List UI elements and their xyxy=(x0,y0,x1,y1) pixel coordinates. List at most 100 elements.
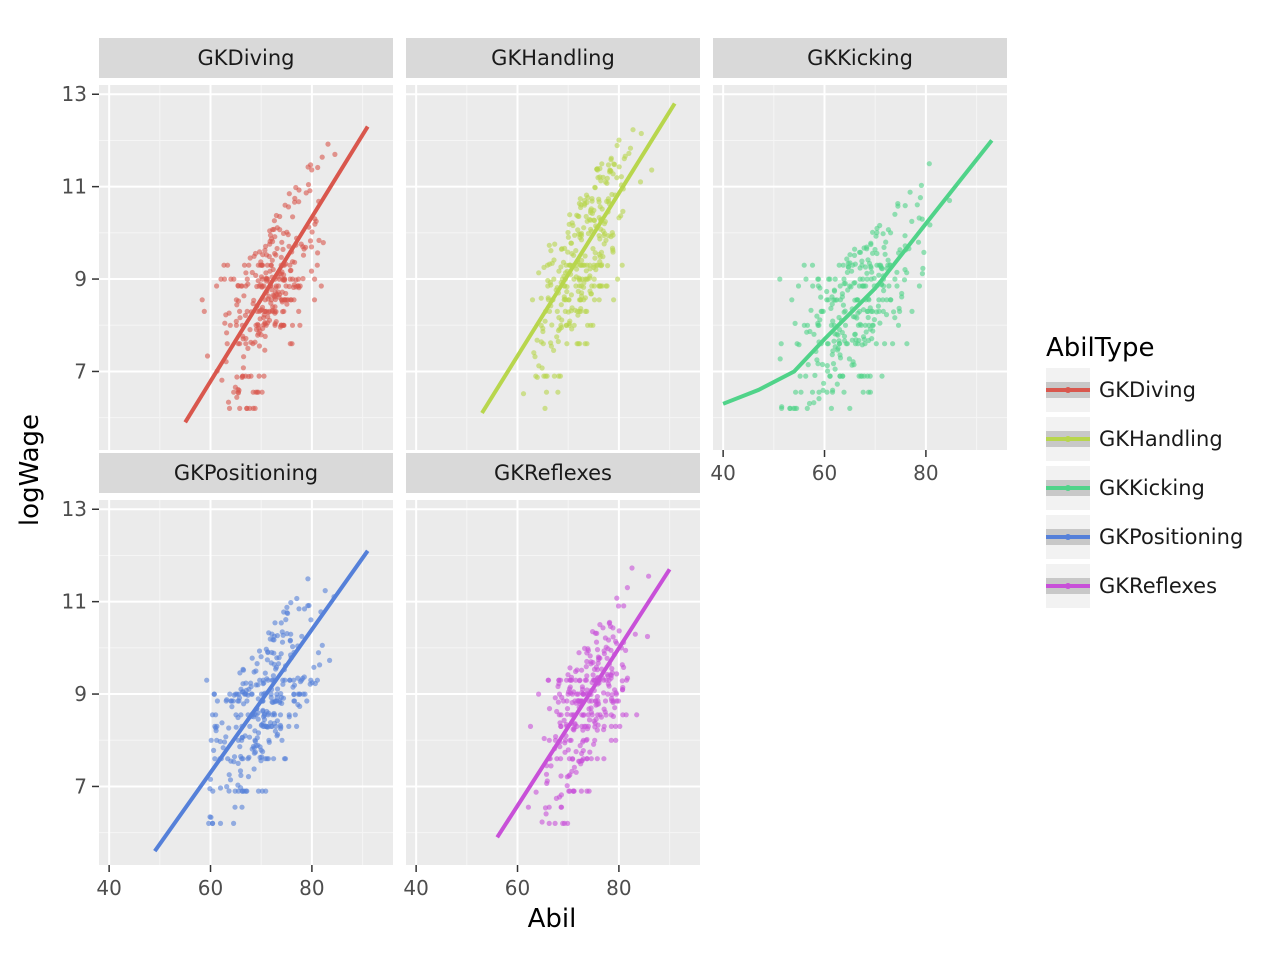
data-point xyxy=(233,318,239,324)
data-point xyxy=(859,258,865,264)
data-point xyxy=(592,737,598,743)
data-point xyxy=(604,655,610,661)
data-point xyxy=(601,706,607,712)
data-point xyxy=(600,254,606,260)
data-point xyxy=(546,820,552,827)
data-point xyxy=(580,691,586,697)
data-point xyxy=(553,795,560,802)
data-point xyxy=(237,670,243,676)
legend-label: GKHandling xyxy=(1099,427,1223,451)
data-point xyxy=(794,341,800,347)
data-point xyxy=(558,756,564,762)
data-point xyxy=(795,283,802,289)
y-axis-title: logWage xyxy=(15,414,45,526)
data-point xyxy=(286,723,292,730)
data-point xyxy=(280,276,286,282)
x-tick-label: 60 xyxy=(198,876,223,900)
x-tick-label: 80 xyxy=(299,876,324,900)
data-point xyxy=(564,289,570,295)
data-point xyxy=(270,266,276,273)
data-point xyxy=(241,701,247,707)
legend-entry-gkdiving: GKDiving xyxy=(1046,368,1196,412)
data-point xyxy=(917,195,924,201)
facet-strip xyxy=(406,38,700,78)
data-point xyxy=(553,734,559,740)
data-point xyxy=(581,723,588,730)
data-point xyxy=(852,331,858,338)
data-point xyxy=(274,718,280,724)
data-point xyxy=(606,620,612,626)
data-point xyxy=(525,804,532,810)
data-point xyxy=(837,283,843,289)
data-point xyxy=(242,312,248,318)
data-point xyxy=(844,269,851,275)
data-point xyxy=(327,657,333,664)
data-point xyxy=(587,653,593,659)
data-point xyxy=(565,747,571,753)
data-point xyxy=(259,389,265,395)
data-point xyxy=(881,244,887,250)
data-point xyxy=(866,260,873,266)
data-point xyxy=(902,233,908,239)
data-point xyxy=(214,283,220,289)
data-point xyxy=(892,211,898,217)
data-point xyxy=(616,628,622,634)
data-point xyxy=(254,389,260,395)
data-point xyxy=(598,249,605,255)
data-point xyxy=(542,318,548,324)
data-point xyxy=(578,788,585,794)
data-point xyxy=(874,230,880,236)
data-point xyxy=(588,705,594,711)
data-point xyxy=(601,756,607,762)
data-point xyxy=(565,672,571,678)
data-point xyxy=(575,288,581,294)
data-point xyxy=(593,639,600,645)
data-point xyxy=(288,631,294,637)
data-point xyxy=(600,228,606,234)
data-point xyxy=(256,330,262,336)
data-point xyxy=(558,302,564,308)
data-point xyxy=(894,283,900,289)
data-point xyxy=(258,758,264,764)
data-point xyxy=(278,691,284,697)
data-point xyxy=(572,232,578,238)
data-point xyxy=(778,341,784,347)
data-point xyxy=(527,723,534,730)
data-point xyxy=(307,238,314,244)
data-point xyxy=(587,217,594,223)
facet-panel-gkhandling: GKHandling xyxy=(406,38,700,450)
data-point xyxy=(284,604,290,611)
y-tick-label: 7 xyxy=(74,359,87,383)
data-point xyxy=(594,694,601,700)
facet-panel-gkreflexes: GKReflexes xyxy=(406,453,700,865)
data-point xyxy=(206,820,212,827)
data-point xyxy=(238,772,244,779)
data-point xyxy=(233,322,239,328)
data-point xyxy=(857,321,863,327)
data-point xyxy=(252,250,259,257)
data-point xyxy=(851,252,858,258)
data-point xyxy=(269,699,275,705)
data-point xyxy=(793,389,799,395)
data-point xyxy=(226,725,232,731)
fit-line xyxy=(153,549,370,853)
data-point xyxy=(569,756,576,762)
x-tick-label: 80 xyxy=(913,461,938,485)
data-point xyxy=(232,804,238,810)
data-point xyxy=(208,737,214,743)
data-point xyxy=(881,288,887,294)
data-point xyxy=(614,175,620,181)
data-point xyxy=(588,756,594,762)
data-point xyxy=(239,735,245,741)
data-point xyxy=(201,308,207,314)
data-point xyxy=(272,234,278,240)
data-point xyxy=(564,706,571,712)
data-point xyxy=(284,301,290,307)
data-point xyxy=(611,297,617,303)
data-point xyxy=(590,246,596,252)
data-point xyxy=(620,208,626,214)
data-point xyxy=(883,312,890,318)
data-point xyxy=(291,677,297,683)
data-point xyxy=(834,297,840,303)
data-point xyxy=(312,276,318,282)
